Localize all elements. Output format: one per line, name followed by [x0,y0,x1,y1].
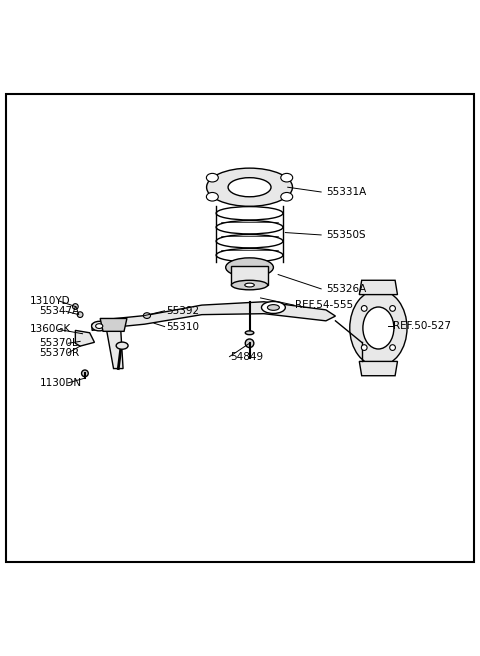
Text: 1130DN: 1130DN [39,378,82,388]
Ellipse shape [92,321,107,331]
Ellipse shape [281,173,293,182]
Text: 55370R: 55370R [39,348,80,358]
Text: 1360GK: 1360GK [30,325,71,335]
Ellipse shape [245,283,254,287]
Polygon shape [360,280,397,295]
Ellipse shape [361,344,367,350]
Text: 55310: 55310 [166,321,199,331]
Polygon shape [75,331,95,346]
Polygon shape [100,318,127,331]
Ellipse shape [82,370,88,377]
Text: 55326A: 55326A [326,284,366,294]
Ellipse shape [281,192,293,201]
Ellipse shape [245,339,254,348]
Ellipse shape [72,304,78,310]
Text: 55392: 55392 [166,306,199,316]
Ellipse shape [390,306,396,312]
Ellipse shape [361,306,367,312]
Ellipse shape [144,313,151,318]
Text: 55350S: 55350S [326,230,366,240]
FancyBboxPatch shape [6,94,474,562]
Polygon shape [92,302,336,331]
Ellipse shape [262,302,285,314]
Text: REF.54-555: REF.54-555 [295,300,353,310]
Polygon shape [107,329,123,369]
Text: 55370L: 55370L [39,338,78,348]
Ellipse shape [96,323,103,329]
FancyBboxPatch shape [231,266,268,285]
Ellipse shape [267,304,279,310]
Text: REF.50-527: REF.50-527 [393,321,451,331]
Text: 55331A: 55331A [326,187,366,197]
Ellipse shape [226,258,274,277]
Ellipse shape [231,280,268,290]
Ellipse shape [206,192,218,201]
Text: 54849: 54849 [230,352,264,361]
Ellipse shape [228,178,271,197]
Ellipse shape [245,331,254,335]
Text: 55347A: 55347A [39,306,80,316]
Text: 1310YD: 1310YD [30,296,71,306]
Ellipse shape [77,312,83,318]
Ellipse shape [350,290,407,366]
Ellipse shape [206,168,292,206]
Ellipse shape [363,307,394,349]
Ellipse shape [390,344,396,350]
Polygon shape [360,361,397,376]
Ellipse shape [116,342,128,349]
Ellipse shape [206,173,218,182]
